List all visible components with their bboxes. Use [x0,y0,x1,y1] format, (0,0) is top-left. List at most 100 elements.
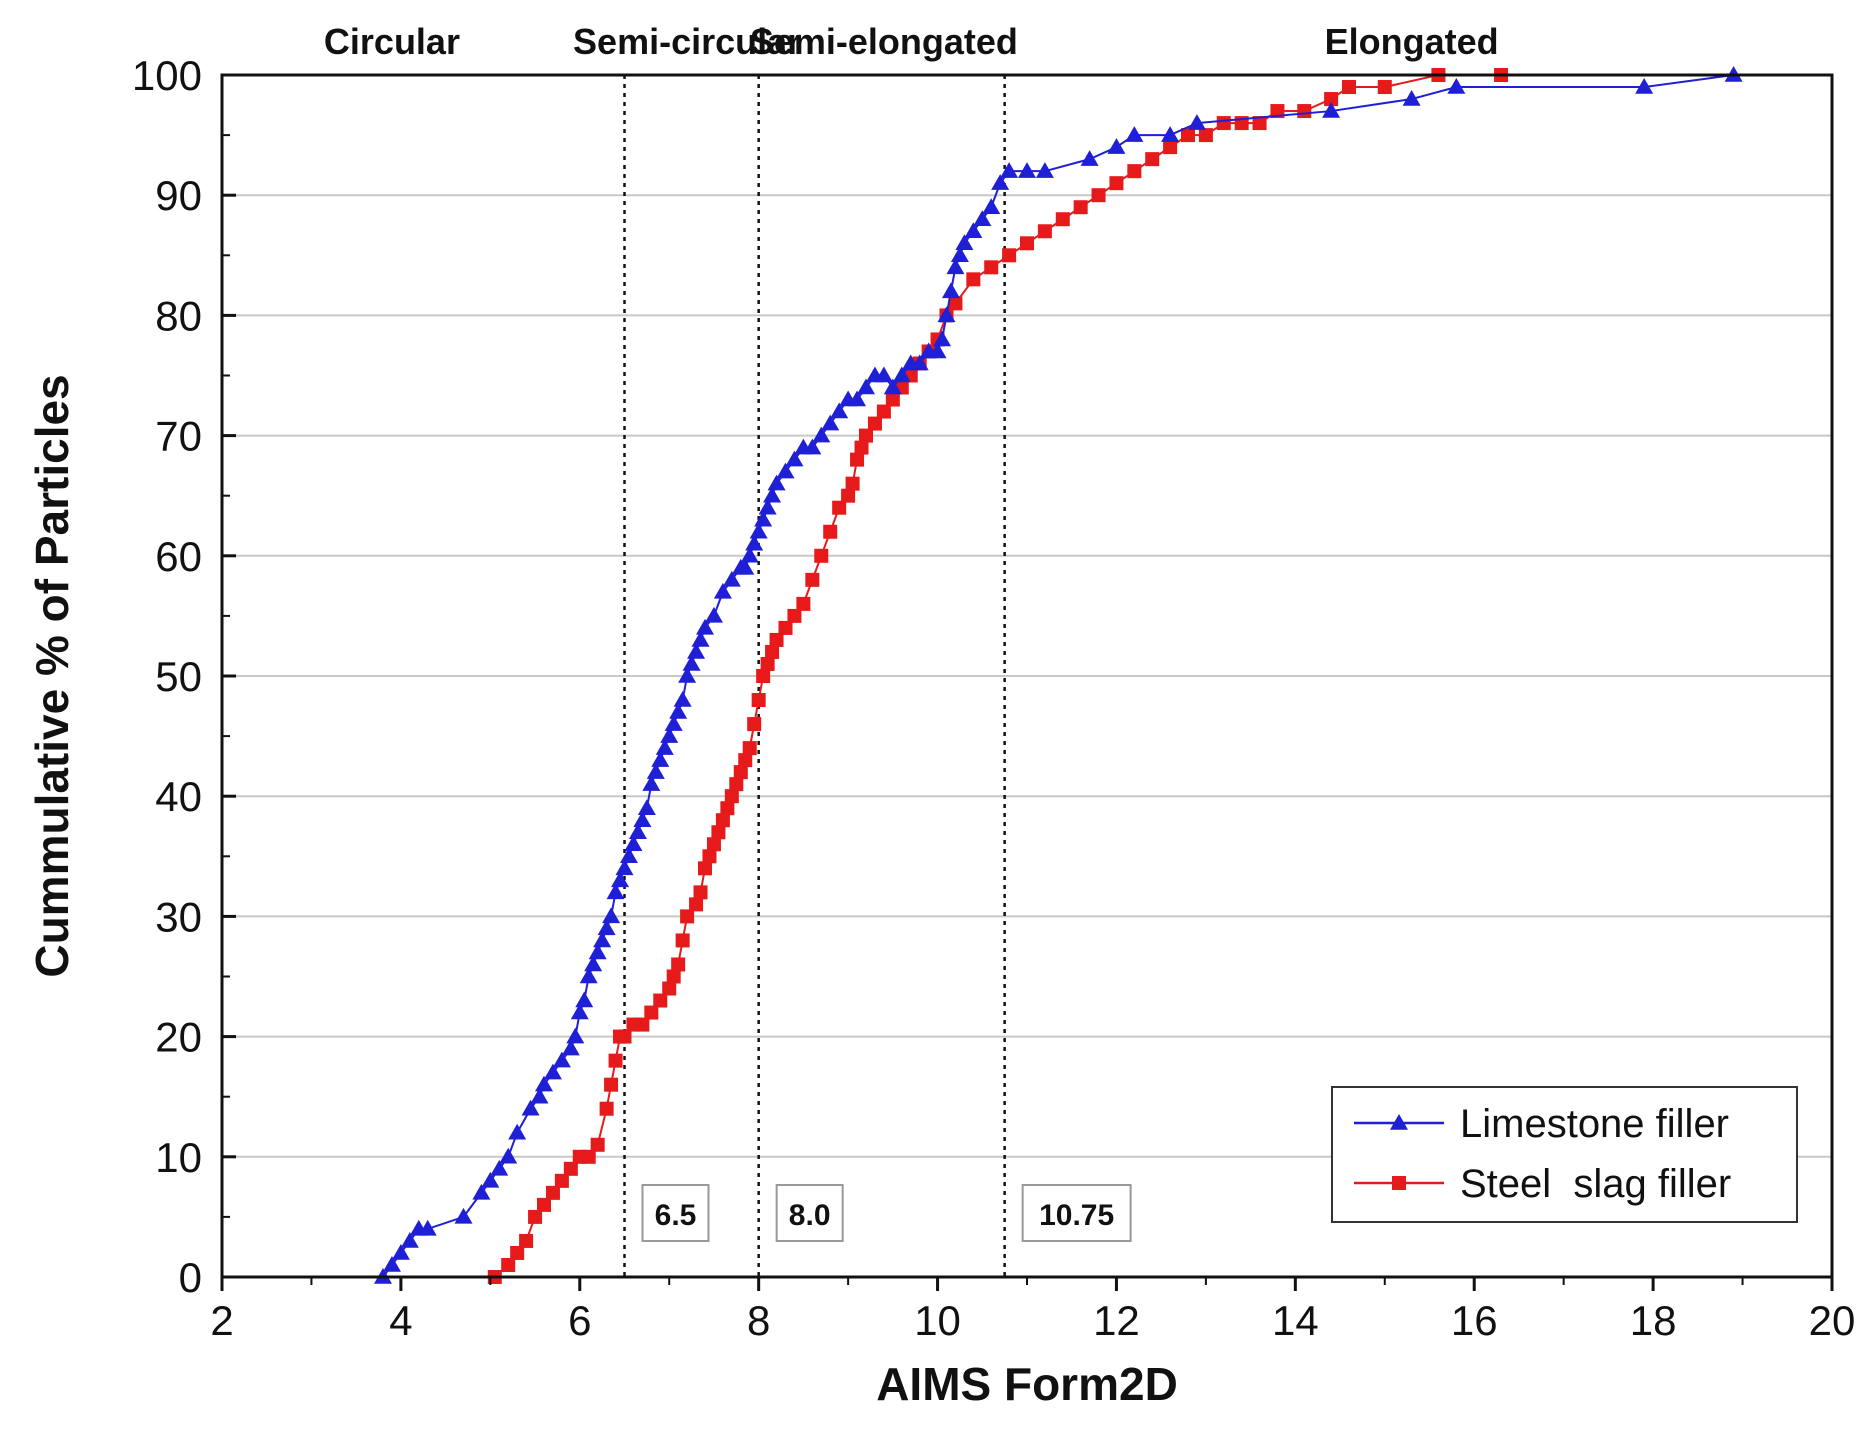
data-point [581,1149,596,1164]
data-point [704,606,723,623]
x-tick-label: 20 [1809,1297,1856,1344]
data-point [1109,176,1124,191]
data-point [1198,128,1213,143]
data-point [400,1231,419,1248]
x-tick-label: 10 [914,1297,961,1344]
data-point [850,452,865,467]
data-series [374,66,1743,1284]
data-point [530,1087,549,1104]
data-point [675,933,690,948]
data-point [756,669,771,683]
data-point [1080,150,1099,166]
data-point [778,620,793,635]
data-point [805,572,820,587]
data-point [633,811,652,827]
data-point [535,1075,553,1092]
data-point [655,739,674,755]
data-point [1635,78,1654,94]
data-point [1402,90,1421,106]
data-point [499,1147,518,1164]
threshold-label: 8.0 [789,1199,831,1232]
data-point [418,1219,437,1236]
data-point [769,632,784,647]
data-point [624,835,643,852]
data-point [1161,126,1180,142]
data-point [597,919,616,936]
data-point [776,462,795,479]
y-tick-label: 80 [155,292,202,339]
data-point [563,1161,578,1176]
data-point [984,260,999,275]
data-point [711,825,726,840]
data-point [763,486,782,503]
data-point [740,546,759,563]
data-point [662,981,677,996]
data-point [680,909,695,924]
legend-box [1331,1086,1798,1223]
data-point [1342,80,1356,95]
data-point [758,498,777,515]
data-point [669,703,688,719]
series-limestone-filler [374,66,1743,1284]
data-point [720,801,735,816]
data-point [490,1159,509,1176]
data-point [1055,212,1070,227]
data-point [742,741,757,756]
data-point [841,488,856,503]
data-point [642,775,661,791]
data-point [832,500,847,515]
region-label: Elongated [1325,21,1499,62]
data-point [691,630,710,647]
data-point [910,354,929,371]
data-point [767,474,786,491]
x-tick-label: 12 [1093,1297,1140,1344]
data-point [892,366,911,383]
data-point [521,1099,540,1116]
region-label: Circular [324,21,460,62]
x-tick-label: 8 [747,1297,770,1344]
data-point [528,1209,543,1224]
data-point [876,404,891,419]
data-point [678,667,697,683]
data-point [760,656,775,671]
y-tick-label: 10 [155,1134,202,1181]
data-point [653,993,668,1008]
y-tick-label: 90 [155,172,202,219]
data-point [724,789,739,804]
y-axis-title: Cummulative % of Particles [26,374,78,977]
data-point [950,246,969,263]
data-point [1000,162,1019,178]
data-point [1216,116,1231,131]
x-tick-label: 6 [568,1297,591,1344]
data-point [787,608,802,623]
data-point [671,957,686,972]
threshold-label-box [775,1184,844,1242]
data-point [955,234,974,251]
data-point [1324,92,1339,107]
data-point [745,534,764,551]
data-point [885,392,900,407]
data-point [588,943,607,960]
data-point [660,727,679,743]
data-point [948,296,963,311]
data-point [796,596,811,611]
data-point [867,416,882,431]
data-point [706,837,721,852]
x-tick-label: 4 [389,1297,412,1344]
data-point [1447,78,1466,94]
data-point [689,897,704,912]
data-point [584,955,603,972]
threshold-label-box [641,1184,710,1242]
data-point [628,823,647,840]
data-point [928,342,947,359]
data-point [666,969,681,984]
data-point [611,871,630,888]
data-point [682,654,701,671]
data-point [693,885,708,900]
data-point [946,258,965,275]
data-point [982,198,1001,214]
data-point [554,1173,569,1188]
legend: Limestone filler Steel slag filler [1331,1086,1798,1223]
region-label: Semi-circular [573,21,801,62]
data-point [454,1207,473,1224]
